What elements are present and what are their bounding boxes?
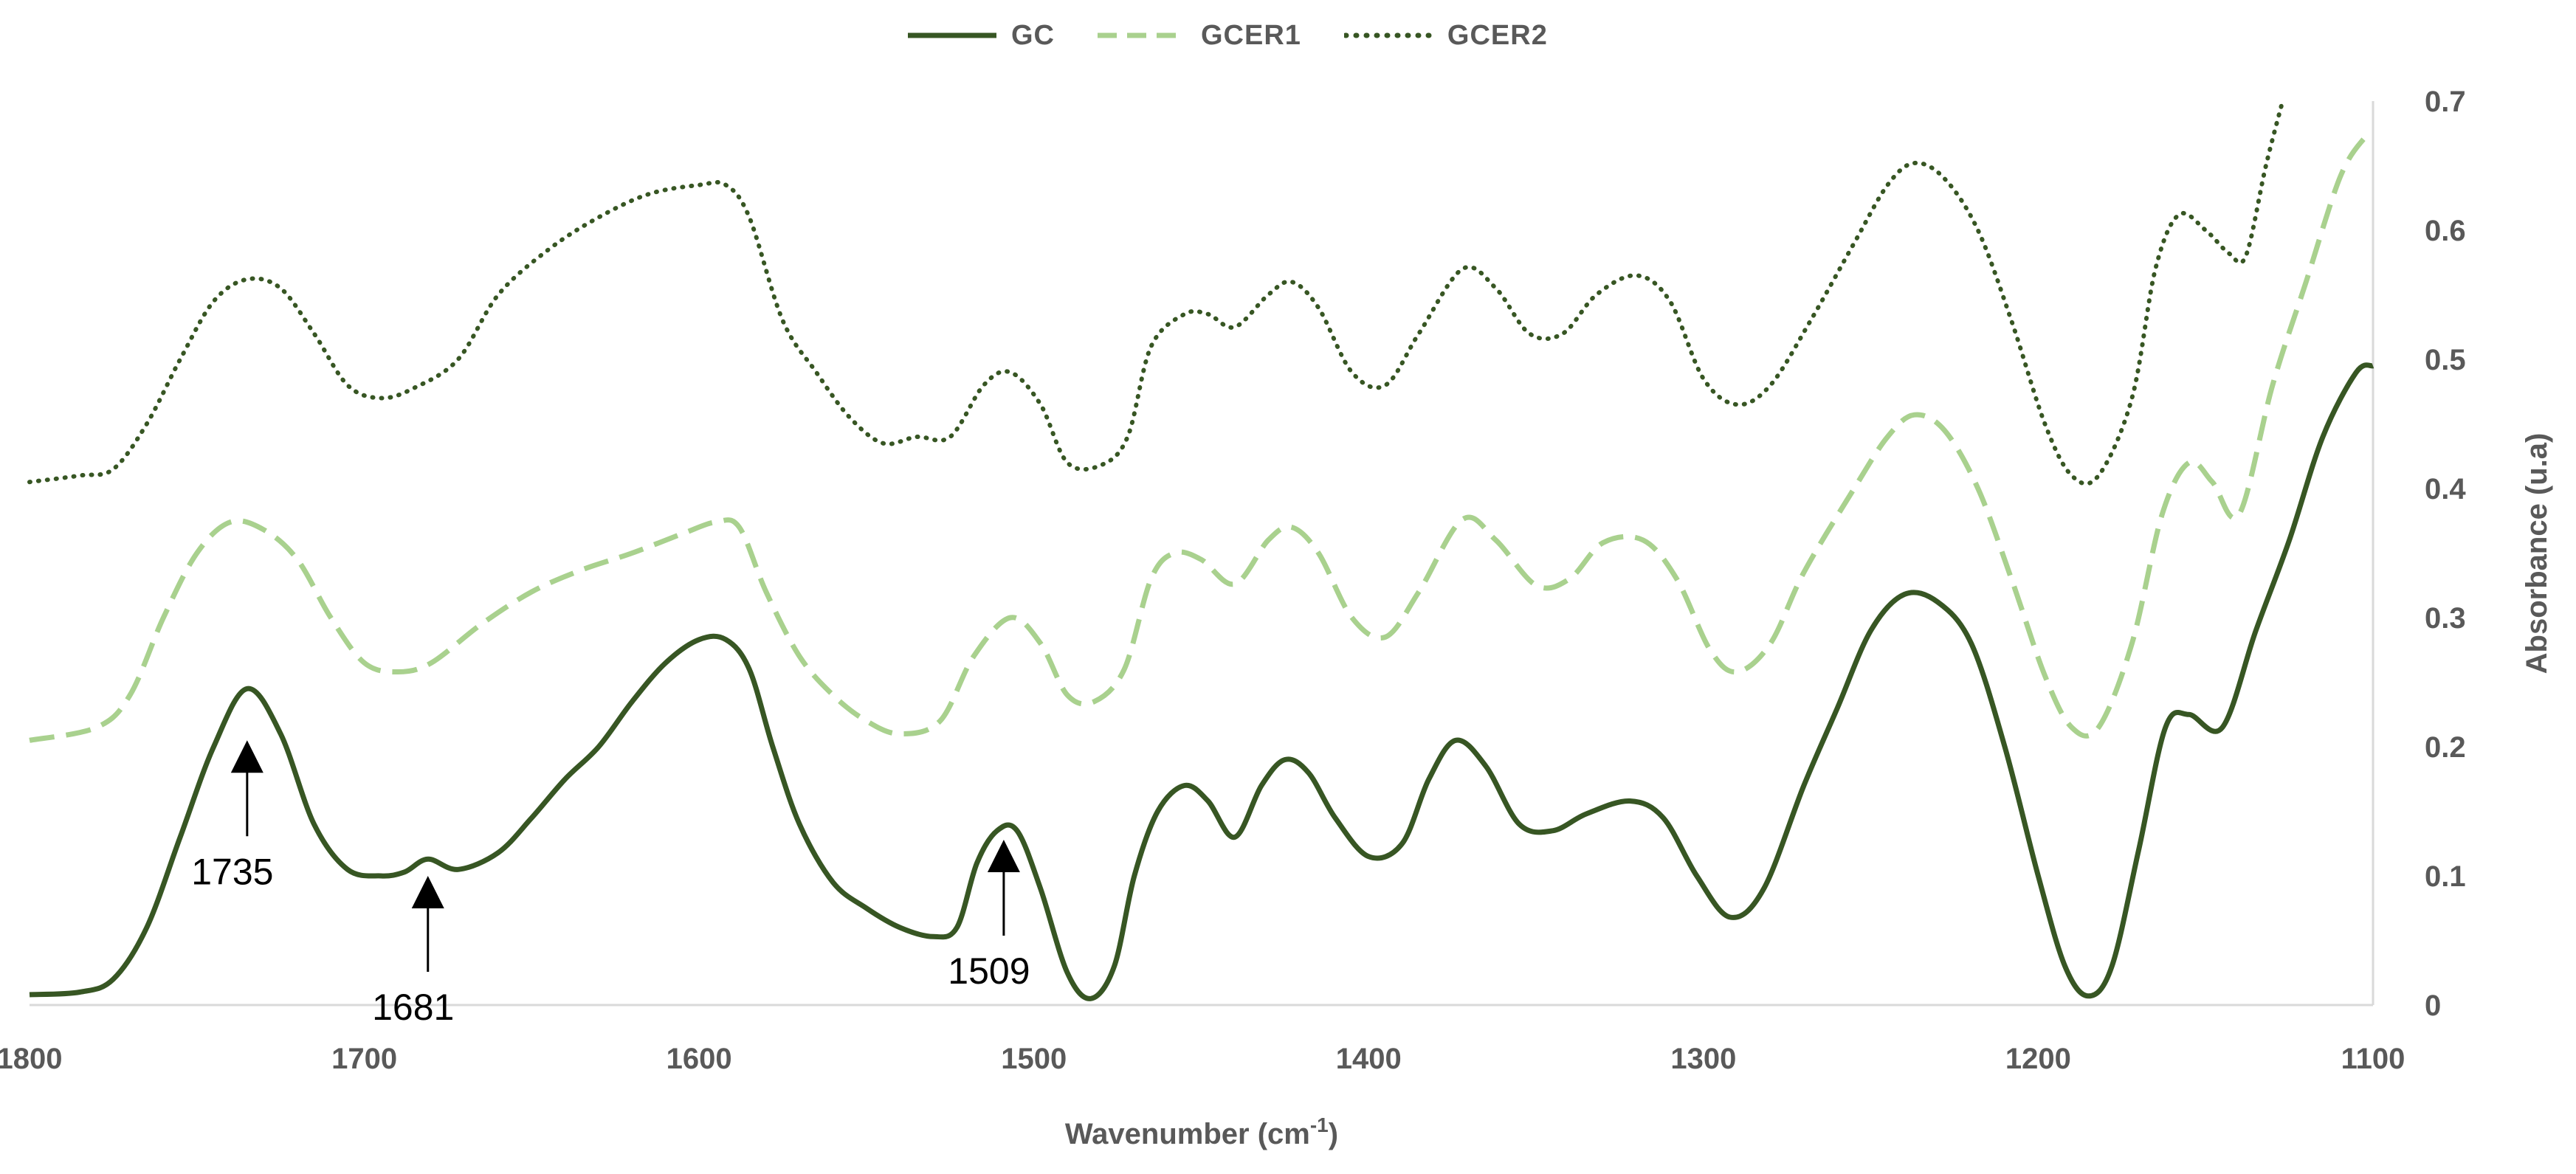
y-tick-label: 0.3 — [2425, 602, 2466, 635]
y-tick-label: 0.6 — [2425, 215, 2466, 247]
x-tick-label: 1800 — [0, 1043, 62, 1075]
legend-swatch-gcer2 — [1343, 32, 1433, 38]
x-tick-label: 1100 — [2341, 1043, 2405, 1075]
annotation-label: 1681 — [372, 987, 454, 1028]
legend-swatch-gcer1 — [1098, 32, 1186, 38]
legend-item-gcer2: GCER2 — [1343, 19, 1548, 52]
legend-label-gcer2: GCER2 — [1447, 19, 1548, 51]
x-tick-label: 1200 — [2005, 1043, 2071, 1075]
legend-swatch-gc — [908, 32, 996, 38]
y-tick-labels: 0 0.1 0.2 0.3 0.4 0.5 0.6 0.7 — [2425, 86, 2466, 1022]
annotation-arrowhead — [230, 740, 264, 773]
y-axis-title: Absorbance (u.a) — [2521, 433, 2553, 674]
series-layer — [27, 99, 2374, 1001]
series-line-gc — [29, 362, 2374, 1001]
x-tick-label: 1400 — [1336, 1043, 1402, 1075]
chart-legend: GC GCER1 GCER2 — [908, 13, 1591, 58]
legend-item-gcer1: GCER1 — [1098, 20, 1301, 52]
x-tick-label: 1300 — [1670, 1043, 1736, 1075]
y-tick-label: 0.5 — [2425, 344, 2466, 376]
annotation-label: 1509 — [948, 950, 1030, 992]
legend-item-gc: GC — [908, 20, 1055, 52]
annotation-layer: 1735 1681 1509 — [191, 740, 1030, 1028]
annotation-label: 1735 — [191, 851, 273, 892]
y-tick-label: 0.7 — [2425, 86, 2466, 118]
y-tick-label: 0.1 — [2425, 860, 2466, 893]
x-tick-label: 1500 — [1001, 1043, 1067, 1075]
y-tick-label: 0.4 — [2425, 473, 2466, 505]
annotation-arrowhead — [987, 840, 1020, 872]
x-tick-labels: 1800 1700 1600 1500 1400 1300 1200 1100 — [0, 1043, 2405, 1075]
x-tick-label: 1700 — [331, 1043, 397, 1075]
series-line-gcer2 — [27, 99, 2285, 486]
legend-label-gcer1: GCER1 — [1201, 19, 1301, 51]
annotation-arrowhead — [411, 876, 444, 908]
legend-label-gc: GC — [1011, 19, 1055, 51]
x-tick-label: 1600 — [667, 1043, 732, 1075]
x-axis-title: Wavenumber (cm-1) — [1065, 1113, 1338, 1150]
y-tick-label: 0.2 — [2425, 731, 2466, 764]
y-tick-label: 0 — [2425, 990, 2441, 1022]
series-line-gcer1 — [29, 133, 2374, 743]
